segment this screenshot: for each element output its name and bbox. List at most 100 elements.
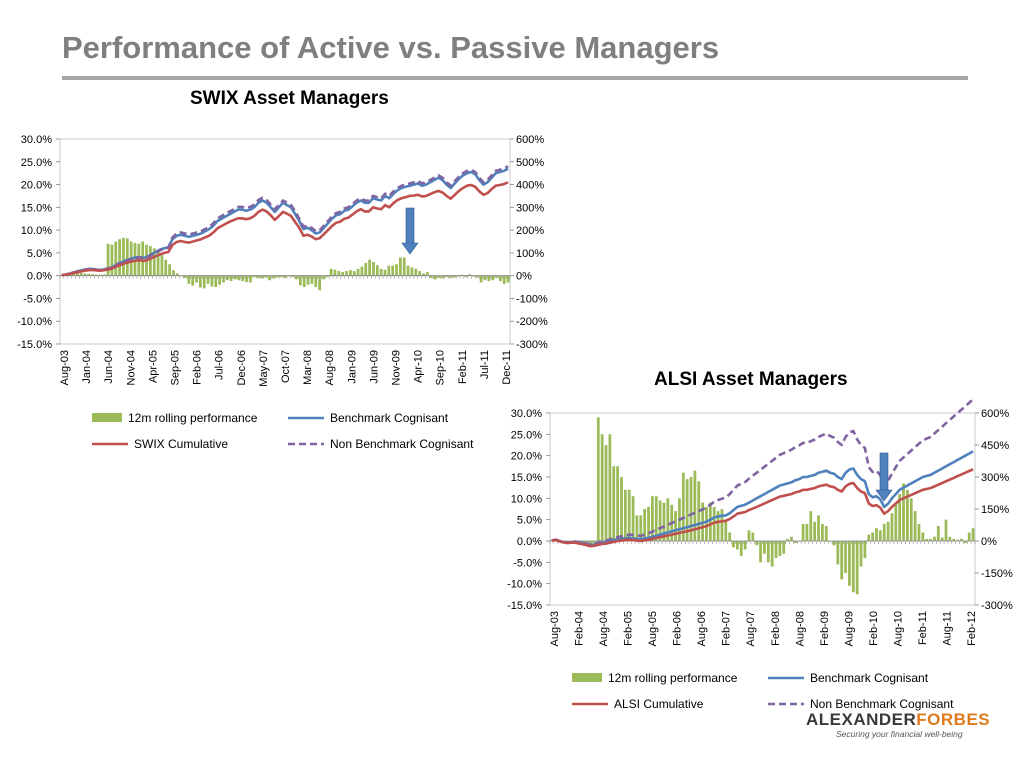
bar-12m-rolling	[75, 272, 79, 276]
bar-12m-rolling	[506, 275, 510, 283]
bar-12m-rolling	[272, 275, 275, 279]
bar-12m-rolling	[739, 541, 743, 556]
left-axis-tick-label: 5.0%	[517, 515, 542, 527]
bar-12m-rolling	[728, 532, 732, 541]
bar-12m-rolling	[149, 246, 152, 276]
bar-12m-rolling	[863, 541, 867, 559]
bar-12m-rolling	[817, 515, 820, 541]
x-axis-tick-label: Jul-06	[214, 350, 226, 380]
bar-12m-rolling	[268, 275, 271, 281]
logo-tagline: Securing your financial well-being	[836, 729, 963, 739]
bar-12m-rolling	[940, 537, 944, 541]
bar-12m-rolling	[971, 528, 975, 541]
bar-12m-rolling	[329, 268, 333, 276]
bar-12m-rolling	[612, 466, 616, 541]
bar-12m-rolling	[372, 262, 375, 276]
left-axis-tick-label: 25.0%	[511, 429, 542, 441]
bar-12m-rolling	[913, 511, 917, 541]
bar-12m-rolling	[252, 275, 256, 278]
bar-12m-rolling	[693, 470, 697, 541]
bar-12m-rolling	[666, 498, 670, 541]
bar-12m-rolling	[195, 275, 198, 283]
bar-12m-rolling	[475, 275, 479, 278]
bar-12m-rolling	[596, 417, 600, 541]
bar-12m-rolling	[441, 275, 445, 279]
x-axis-tick-label: Jan-09	[346, 350, 358, 384]
bar-12m-rolling	[948, 536, 952, 541]
bar-12m-rolling	[708, 502, 712, 541]
x-axis-tick-label: Feb-10	[868, 611, 880, 646]
bar-12m-rolling	[422, 273, 425, 276]
bar-12m-rolling	[786, 538, 790, 541]
bar-12m-rolling	[341, 272, 345, 276]
left-axis-tick-label: 25.0%	[21, 157, 52, 169]
bar-12m-rolling	[681, 472, 685, 541]
bar-12m-rolling	[152, 248, 156, 276]
bar-12m-rolling	[832, 541, 836, 546]
bar-12m-rolling	[921, 532, 925, 541]
bar-12m-rolling	[322, 275, 325, 280]
right-axis-tick-label: 450%	[981, 440, 1009, 452]
legend-entry-label: 12m rolling performance	[128, 411, 258, 425]
bar-12m-rolling	[894, 502, 898, 541]
bar-12m-rolling	[898, 494, 902, 541]
bar-12m-rolling	[639, 515, 643, 541]
bar-12m-rolling	[483, 275, 487, 281]
bar-12m-rolling	[604, 445, 608, 541]
bar-12m-rolling	[840, 541, 844, 580]
bar-12m-rolling	[909, 498, 913, 541]
bar-12m-rolling	[620, 477, 623, 541]
right-axis-tick-label: 0%	[981, 536, 997, 548]
bar-12m-rolling	[631, 496, 635, 541]
bar-12m-rolling	[299, 275, 302, 286]
bar-12m-rolling	[499, 275, 502, 282]
legend-entry-label: Benchmark Cognisant	[810, 671, 929, 685]
bar-12m-rolling	[264, 275, 268, 278]
legend-entry-label: Non Benchmark Cognisant	[810, 697, 954, 711]
x-axis-tick-label: Aug-08	[324, 350, 336, 385]
x-axis-tick-label: Jun-04	[103, 350, 115, 384]
bar-12m-rolling	[871, 532, 875, 541]
bar-12m-rolling	[95, 274, 98, 276]
bar-12m-rolling	[867, 534, 871, 541]
bar-12m-rolling	[747, 530, 751, 541]
bar-12m-rolling	[751, 532, 755, 541]
bar-12m-rolling	[429, 275, 433, 278]
bar-12m-rolling	[809, 511, 813, 541]
logo-brand-part1: ALEXANDER	[806, 710, 917, 729]
left-axis-tick-label: 10.0%	[21, 225, 52, 237]
bar-12m-rolling	[425, 272, 429, 276]
arrow-shaft	[405, 207, 415, 245]
bar-12m-rolling	[782, 541, 786, 554]
right-axis-tick-label: 500%	[516, 157, 544, 169]
bar-12m-rolling	[391, 265, 395, 276]
x-axis-tick-label: Feb-09	[819, 611, 831, 646]
legend-entry-label: ALSI Cumulative	[614, 697, 704, 711]
bar-12m-rolling	[199, 275, 202, 288]
bar-12m-rolling	[944, 519, 948, 541]
alsi-chart: -15.0% -10.0% -5.0% 0.0% 5.0% 10.0% 15.0% 20.0%…	[507, 398, 1013, 711]
bar-12m-rolling	[456, 275, 460, 277]
series-line-benchmark-cognisant	[551, 450, 974, 547]
bar-12m-rolling	[933, 536, 936, 541]
bar-12m-rolling	[886, 521, 890, 541]
bar-12m-rolling	[844, 541, 847, 573]
bar-12m-rolling	[716, 511, 720, 541]
legend-swatch-bar	[92, 413, 122, 422]
left-axis-tick-label: -5.0%	[23, 293, 52, 305]
bar-12m-rolling	[241, 275, 245, 282]
left-axis-tick-label: -10.0%	[507, 579, 542, 591]
bar-12m-rolling	[302, 275, 306, 288]
alsi-chart-title: ALSI Asset Managers	[654, 369, 848, 390]
x-axis-tick-label: Aug-08	[794, 611, 806, 646]
bar-12m-rolling	[952, 538, 956, 541]
x-axis-tick-label: Mar-08	[302, 350, 314, 385]
left-axis-tick-label: 0.0%	[517, 536, 542, 548]
left-axis-tick-label: -5.0%	[513, 557, 542, 569]
down-arrow-annotation	[875, 452, 893, 502]
bar-12m-rolling	[191, 275, 195, 286]
right-axis-tick-label: 150%	[981, 504, 1009, 516]
bar-12m-rolling	[210, 275, 214, 287]
bar-12m-rolling	[650, 496, 654, 541]
x-axis-tick-label: Jun-09	[368, 350, 380, 384]
